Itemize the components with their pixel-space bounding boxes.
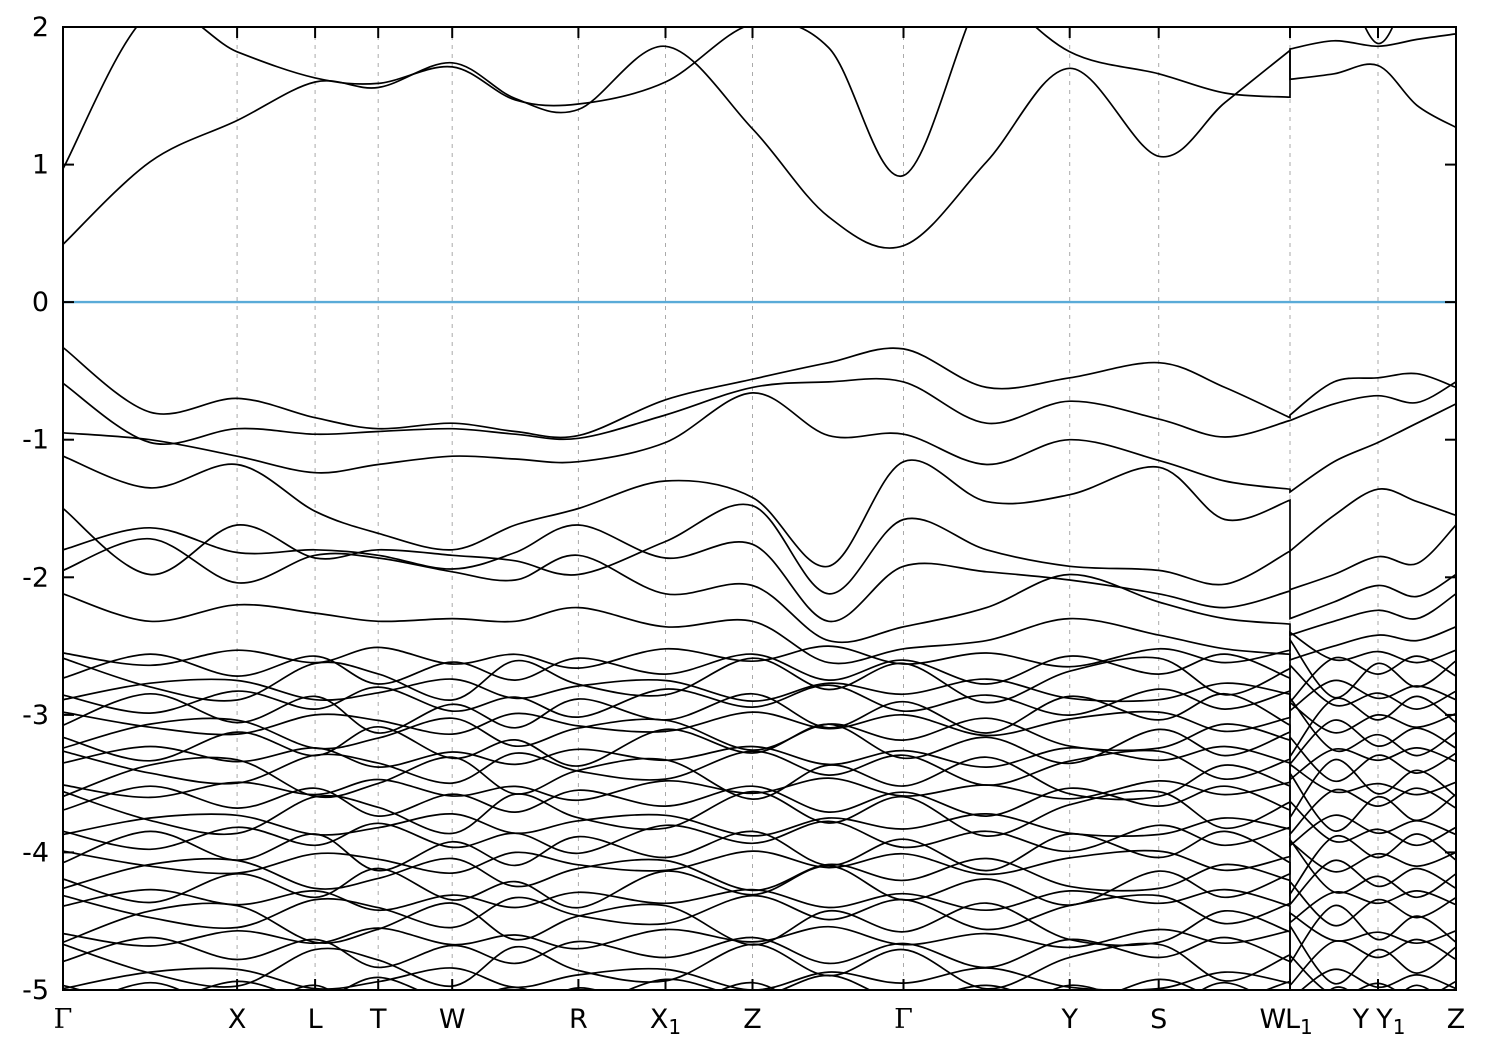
valence-band-curve [62, 745, 1457, 782]
x-kpoint-label: T [369, 1004, 387, 1035]
x-kpoint-label: Y1 [1375, 1004, 1405, 1039]
x-kpoint-label: Γ [894, 1004, 913, 1035]
x-kpoint-label: W [439, 1004, 466, 1035]
valence-band-curve [62, 785, 1457, 837]
valence-band-curve [62, 911, 1457, 950]
x-axis-labels-group: Γ X L T W R X1 Z Γ Y S WL1 Y Y1 Z [54, 1004, 1466, 1039]
conduction-band-curve [1033, 26, 1457, 99]
conduction-band-curve [62, 26, 1394, 177]
x-kpoint-label: L [308, 1004, 323, 1035]
valence-band-curve [62, 923, 1457, 990]
x-kpoint-label: X1 [650, 1004, 681, 1039]
x-kpoint-label: Γ [54, 1004, 73, 1035]
valence-band-curve [62, 756, 1457, 820]
valence-band-curve [62, 377, 1457, 445]
valence-band-curve [62, 879, 1457, 931]
valence-band-curve [62, 695, 1457, 767]
valence-band-curve [62, 839, 1457, 876]
bands-group [62, 26, 1457, 991]
x-kpoint-label: Y [1352, 1004, 1370, 1035]
ticks-group [63, 26, 1456, 991]
valence-band-curve [62, 837, 1457, 909]
valence-band-curve [62, 700, 1457, 737]
y-tick-label: -3 [22, 700, 49, 731]
y-tick-label: -5 [22, 975, 49, 1006]
x-kpoint-label: Z [1447, 1004, 1466, 1035]
valence-band-curve [62, 953, 1457, 991]
y-tick-label: -1 [22, 425, 49, 456]
valence-band-curve [62, 346, 1457, 439]
valence-band-curve [62, 524, 1457, 623]
valence-band-curve [62, 663, 1457, 718]
valence-band-curve [62, 888, 1457, 925]
frame-group [62, 26, 1457, 991]
plot-border [62, 26, 1457, 991]
x-kpoint-label: Y [1060, 1004, 1078, 1035]
valence-band-curve [62, 967, 1457, 991]
y-tick-label: -4 [22, 837, 49, 868]
x-kpoint-label: X [228, 1004, 247, 1035]
y-tick-label: 1 [32, 150, 49, 181]
valence-band-curve [62, 762, 1457, 802]
y-tick-label: -2 [22, 562, 49, 593]
x-kpoint-label: S [1150, 1004, 1167, 1035]
valence-band-curve [62, 653, 1457, 705]
valence-band-curve [62, 455, 1457, 568]
x-kpoint-label: L1 [1285, 1004, 1313, 1039]
valence-band-curve [62, 902, 1457, 966]
y-tick-label: 0 [32, 287, 49, 318]
valence-band-curve [62, 630, 1457, 669]
x-kpoint-label: W [1259, 1004, 1286, 1035]
valence-band-curve [62, 503, 1457, 595]
valence-band-curve [62, 735, 1457, 786]
valence-band-curve [62, 637, 1457, 704]
valence-band-curve [62, 392, 1457, 494]
x-kpoint-label: R [569, 1004, 588, 1035]
x-kpoint-label: Z [743, 1004, 762, 1035]
valence-band-curve [62, 799, 1457, 855]
valence-band-curve [62, 936, 1457, 988]
conduction-band-curve [62, 45, 1457, 249]
valence-band-curve [62, 692, 1457, 760]
valence-band-curve [62, 770, 1457, 837]
valence-band-curve [62, 592, 1457, 665]
valence-band-curve [62, 537, 1457, 644]
valence-band-curve [62, 830, 1457, 897]
valence-band-curve [112, 981, 1433, 991]
y-tick-label: 2 [32, 12, 49, 43]
y-axis-labels-group: 2 1 0 -1 -2 -3 -4 -5 [22, 12, 49, 1006]
